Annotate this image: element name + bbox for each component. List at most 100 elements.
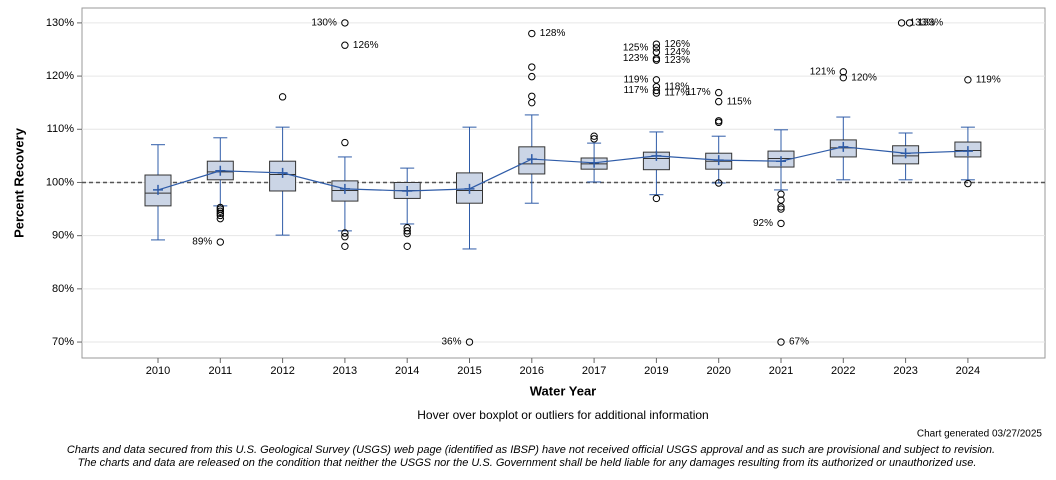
x-tick-label: 2023 — [893, 365, 917, 377]
x-tick-label: 2011 — [208, 365, 232, 377]
y-tick-label: 110% — [47, 123, 75, 135]
outlier-label: 67% — [789, 337, 809, 348]
outlier — [216, 238, 225, 246]
x-tick-label: 2016 — [520, 365, 544, 377]
y-tick-label: 90% — [52, 230, 74, 242]
outlier — [341, 242, 349, 250]
outlier-label: 123% — [623, 53, 649, 64]
outlier — [715, 179, 723, 187]
x-tick-label: 2014 — [395, 365, 419, 377]
outlier — [341, 229, 349, 237]
outlier — [777, 196, 785, 204]
outlier-label: 120% — [851, 72, 877, 83]
outlier — [465, 338, 474, 346]
mean-line — [157, 146, 968, 192]
outlier — [341, 138, 349, 147]
x-tick-label: 2012 — [270, 365, 294, 377]
outlier-label: 117% — [664, 88, 689, 99]
outlier — [528, 63, 536, 71]
outlier — [715, 97, 723, 106]
outlier-label: 117% — [686, 87, 711, 98]
y-tick-label: 70% — [52, 336, 74, 348]
outlier — [216, 207, 225, 215]
outlier — [216, 211, 225, 220]
outlier — [715, 118, 723, 127]
outlier-label: 118% — [664, 81, 689, 92]
outlier — [964, 179, 972, 188]
outlier — [652, 76, 661, 84]
outlier — [652, 40, 661, 48]
outlier — [341, 41, 349, 49]
mean-marker — [153, 184, 163, 195]
outlier — [652, 89, 661, 97]
x-tick-label: 2013 — [333, 365, 357, 377]
outlier-label: 124% — [664, 47, 690, 58]
outlier-label: 119% — [976, 74, 1001, 85]
outlier — [216, 214, 225, 223]
outlier — [403, 242, 411, 250]
outlier — [777, 190, 785, 198]
outlier — [839, 68, 847, 76]
outlier-label: 126% — [664, 39, 690, 50]
outlier — [278, 93, 287, 101]
outlier — [403, 229, 411, 238]
y-tick-label: 80% — [52, 283, 74, 295]
outlier-label: 133% — [910, 18, 936, 29]
outlier — [777, 203, 785, 211]
x-axis-title: Water Year — [530, 383, 597, 398]
outlier — [777, 219, 785, 228]
outlier — [964, 76, 972, 84]
plot-frame — [81, 7, 1046, 359]
outlier — [216, 209, 225, 218]
outlier — [528, 98, 536, 107]
outlier-label: 92% — [753, 218, 773, 229]
disclaimer: Charts and data secured from this U.S. G… — [67, 444, 995, 456]
x-tick-label: 2019 — [644, 365, 668, 377]
outlier-label: 130% — [311, 18, 337, 29]
outlier-label: 115% — [727, 96, 752, 107]
outlier-label: 89% — [192, 237, 212, 248]
outlier — [777, 205, 785, 213]
outlier — [715, 88, 723, 97]
outlier — [652, 194, 661, 203]
outlier — [528, 92, 536, 100]
outlier-label: 125% — [623, 43, 649, 54]
outlier — [528, 29, 536, 38]
outlier — [403, 223, 411, 232]
y-tick-label: 100% — [46, 176, 74, 188]
outlier — [403, 227, 411, 235]
x-tick-label: 2010 — [146, 365, 170, 377]
outlier — [652, 83, 661, 91]
x-tick-label: 2021 — [769, 365, 793, 377]
outlier — [590, 135, 598, 143]
hover-note: Hover over boxplot or outliers for addit… — [417, 408, 708, 422]
x-tick-label: 2020 — [706, 365, 730, 377]
outlier — [652, 86, 661, 95]
outlier — [652, 48, 661, 56]
outlier-label: 126% — [353, 40, 379, 51]
outlier-label: 133% — [918, 18, 944, 29]
y-axis-title: Percent Recovery — [11, 127, 26, 238]
outlier — [590, 132, 598, 140]
outlier — [777, 338, 785, 346]
outlier — [839, 73, 847, 82]
x-tick-label: 2015 — [457, 365, 481, 377]
outlier — [652, 56, 661, 64]
outlier-label: 121% — [810, 66, 836, 77]
outlier — [905, 19, 914, 27]
outlier-label: 36% — [441, 337, 461, 348]
outlier — [652, 44, 661, 52]
disclaimer: The charts and data are released on the … — [78, 457, 977, 469]
x-tick-label: 2022 — [831, 365, 855, 377]
outlier-label: 123% — [664, 55, 690, 66]
x-tick-label: 2017 — [582, 365, 606, 377]
y-tick-label: 130% — [46, 17, 74, 29]
outlier — [341, 233, 349, 241]
x-tick-label: 2024 — [956, 365, 980, 377]
y-tick-label: 120% — [46, 70, 74, 82]
outlier — [897, 19, 906, 27]
generated-date: Chart generated 03/27/2025 — [917, 429, 1043, 440]
outlier — [341, 19, 349, 27]
outlier-label: 128% — [540, 28, 566, 39]
